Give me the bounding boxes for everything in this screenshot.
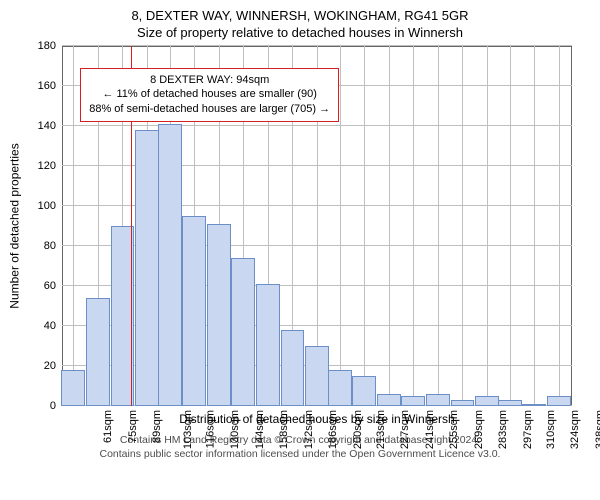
x-tick-label: 186sqm xyxy=(328,410,340,449)
x-tick-label: 310sqm xyxy=(545,410,557,449)
x-tick-label: 297sqm xyxy=(522,410,534,449)
histogram-bar xyxy=(522,404,546,406)
gridline-vertical xyxy=(389,46,390,406)
histogram-bar xyxy=(401,396,425,406)
histogram-bar xyxy=(158,124,182,406)
x-tick-label: 61sqm xyxy=(102,410,114,443)
histogram-bar xyxy=(328,370,352,406)
y-tick-label: 160 xyxy=(38,80,62,92)
x-tick-label: 116sqm xyxy=(204,410,216,448)
plot-area: 02040608010012014016018061sqm75sqm89sqm1… xyxy=(62,46,572,406)
y-axis-label: Number of detached properties xyxy=(8,48,22,404)
y-tick-label: 80 xyxy=(44,240,62,252)
x-tick-label: 227sqm xyxy=(399,410,411,449)
axis-border xyxy=(62,46,63,406)
gridline-vertical xyxy=(487,46,488,406)
chart-subtitle: Size of property relative to detached ho… xyxy=(0,25,600,40)
histogram-bar xyxy=(451,400,475,406)
gridline-vertical xyxy=(510,46,511,406)
histogram-chart: 02040608010012014016018061sqm75sqm89sqm1… xyxy=(62,46,572,406)
annotation-line: 8 DEXTER WAY: 94sqm xyxy=(89,73,330,88)
x-tick-label: 213sqm xyxy=(375,410,387,449)
y-tick-label: 180 xyxy=(38,40,62,52)
histogram-bar xyxy=(377,394,401,406)
gridline-vertical xyxy=(364,46,365,406)
histogram-bar xyxy=(475,396,499,406)
x-tick-label: 283sqm xyxy=(498,410,510,449)
histogram-bar xyxy=(547,396,571,406)
gridline-vertical xyxy=(462,46,463,406)
x-tick-label: 144sqm xyxy=(254,410,266,449)
x-tick-label: 241sqm xyxy=(424,410,436,449)
annotation-line: ← 11% of detached houses are smaller (90… xyxy=(89,87,330,102)
axis-border xyxy=(571,46,572,406)
y-tick-label: 20 xyxy=(44,360,62,372)
histogram-bar xyxy=(305,346,329,406)
x-tick-label: 338sqm xyxy=(594,410,600,449)
x-tick-label: 158sqm xyxy=(279,410,291,449)
x-tick-label: 255sqm xyxy=(449,410,461,449)
x-tick-label: 324sqm xyxy=(569,410,581,449)
histogram-bar xyxy=(281,330,305,406)
x-tick-label: 172sqm xyxy=(303,410,315,449)
y-tick-label: 60 xyxy=(44,280,62,292)
gridline-vertical xyxy=(73,46,74,406)
x-tick-label: 89sqm xyxy=(151,410,163,443)
gridline-vertical xyxy=(534,46,535,406)
attribution-line: Contains public sector information licen… xyxy=(10,448,590,462)
histogram-bar xyxy=(426,394,450,406)
x-tick-label: 103sqm xyxy=(182,410,194,449)
histogram-bar xyxy=(256,284,280,406)
x-tick-label: 75sqm xyxy=(127,410,139,443)
y-tick-label: 120 xyxy=(38,160,62,172)
x-tick-label: 200sqm xyxy=(352,410,364,449)
histogram-bar xyxy=(135,130,159,406)
histogram-bar xyxy=(182,216,206,406)
y-tick-label: 100 xyxy=(38,200,62,212)
attribution-text: Contains HM Land Registry data © Crown c… xyxy=(0,434,600,461)
x-tick-label: 130sqm xyxy=(229,410,241,449)
page-title: 8, DEXTER WAY, WINNERSH, WOKINGHAM, RG41… xyxy=(0,8,600,23)
x-tick-label: 269sqm xyxy=(473,410,485,449)
gridline-vertical xyxy=(413,46,414,406)
y-tick-label: 0 xyxy=(50,400,62,412)
histogram-bar xyxy=(498,400,522,406)
annotation-box: 8 DEXTER WAY: 94sqm← 11% of detached hou… xyxy=(80,68,339,123)
annotation-line: 88% of semi-detached houses are larger (… xyxy=(89,102,330,117)
y-tick-label: 40 xyxy=(44,320,62,332)
histogram-bar xyxy=(61,370,85,406)
gridline-vertical xyxy=(559,46,560,406)
histogram-bar xyxy=(352,376,376,406)
histogram-bar xyxy=(86,298,110,406)
histogram-bar xyxy=(207,224,231,406)
gridline-vertical xyxy=(438,46,439,406)
histogram-bar xyxy=(231,258,255,406)
gridline-vertical xyxy=(340,46,341,406)
y-tick-label: 140 xyxy=(38,120,62,132)
